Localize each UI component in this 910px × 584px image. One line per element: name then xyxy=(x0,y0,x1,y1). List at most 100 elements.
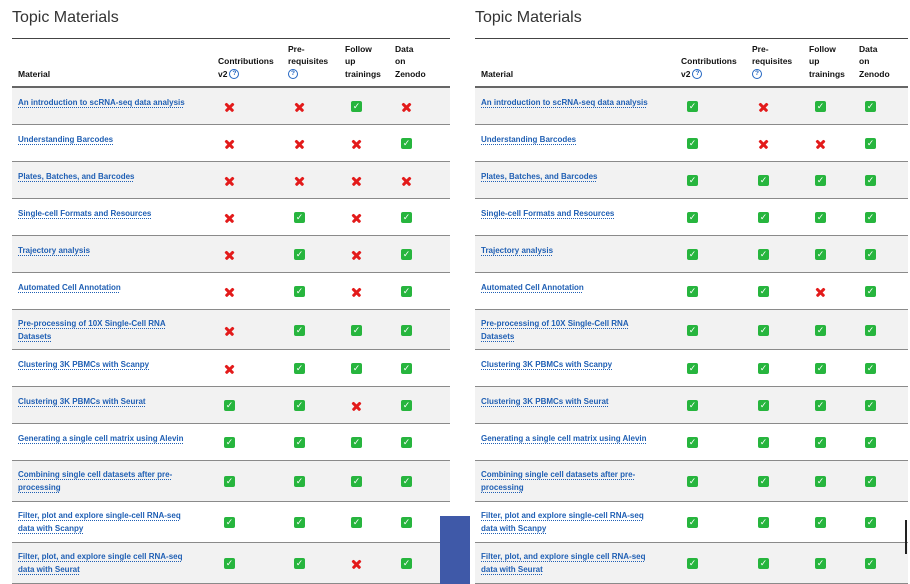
table-row: Generating a single cell matrix using Al… xyxy=(12,424,450,461)
header-data-on-zenodo-line: Data xyxy=(859,43,878,54)
material-link[interactable]: Filter, plot, and explore single cell RN… xyxy=(18,550,182,576)
material-link-line[interactable]: Datasets xyxy=(18,332,52,341)
material-link-line[interactable]: Combining single cell datasets after pre… xyxy=(18,470,173,479)
check-icon: ✓ xyxy=(401,400,412,411)
material-link[interactable]: An introduction to scRNA-seq data analys… xyxy=(18,96,185,109)
material-link-line[interactable]: Trajectory analysis xyxy=(18,246,91,255)
header-contributions-line: Contributions xyxy=(218,56,274,66)
material-link-line[interactable]: data with Seurat xyxy=(481,565,543,574)
material-link-line[interactable]: Filter, plot and explore single-cell RNA… xyxy=(481,511,644,520)
check-icon: ✓ xyxy=(224,558,235,569)
material-link-line[interactable]: data with Seurat xyxy=(18,565,80,574)
material-link[interactable]: Understanding Barcodes xyxy=(481,133,576,146)
material-link[interactable]: Combining single cell datasets after pre… xyxy=(481,468,635,494)
material-link-line[interactable]: Plates, Batches, and Barcodes xyxy=(481,172,598,181)
check-icon: ✓ xyxy=(865,175,876,186)
material-link-line[interactable]: Trajectory analysis xyxy=(481,246,554,255)
header-line-text: v2 xyxy=(681,68,691,79)
material-link-line[interactable]: Filter, plot, and explore single cell RN… xyxy=(481,552,646,561)
check-icon: ✓ xyxy=(351,363,362,374)
check-icon: ✓ xyxy=(815,175,826,186)
material-link[interactable]: Clustering 3K PBMCs with Seurat xyxy=(18,395,146,408)
material-link[interactable]: Pre-processing of 10X Single-Cell RNA Dat… xyxy=(18,317,166,343)
header-follow-up-trainings: Follow up trainings xyxy=(809,43,845,81)
material-link-line[interactable]: Combining single cell datasets after pre… xyxy=(481,470,636,479)
material-link-line[interactable]: Automated Cell Annotation xyxy=(481,283,584,292)
material-link[interactable]: Plates, Batches, and Barcodes xyxy=(481,170,598,183)
material-link-line[interactable]: Clustering 3K PBMCs with Scanpy xyxy=(18,360,150,369)
help-question-icon[interactable]: ? xyxy=(752,69,762,80)
check-icon: ✓ xyxy=(758,400,769,411)
check-icon: ✓ xyxy=(224,400,235,411)
table-row: Combining single cell datasets after pre… xyxy=(12,461,450,502)
check-icon: ✓ xyxy=(687,363,698,374)
check-icon: ✓ xyxy=(294,558,305,569)
material-link[interactable]: Trajectory analysis xyxy=(481,244,553,257)
material-link[interactable]: Single-cell Formats and Resources xyxy=(18,207,151,220)
material-link[interactable]: Filter, plot and explore single-cell RNA… xyxy=(18,509,181,535)
material-link-line[interactable]: Clustering 3K PBMCs with Scanpy xyxy=(481,360,613,369)
cross-icon xyxy=(401,101,412,112)
material-link[interactable]: Understanding Barcodes xyxy=(18,133,113,146)
material-link[interactable]: Combining single cell datasets after pre… xyxy=(18,468,172,494)
material-link-line[interactable]: Plates, Batches, and Barcodes xyxy=(18,172,135,181)
material-link[interactable]: Automated Cell Annotation xyxy=(18,281,121,294)
header-material: Material xyxy=(18,68,51,79)
material-link[interactable]: Trajectory analysis xyxy=(18,244,90,257)
help-question-icon[interactable]: ? xyxy=(288,69,298,80)
material-link-line[interactable]: Single-cell Formats and Resources xyxy=(18,209,152,218)
material-link-line[interactable]: processing xyxy=(481,483,524,492)
check-icon: ✓ xyxy=(815,400,826,411)
material-link[interactable]: Pre-processing of 10X Single-Cell RNA Dat… xyxy=(481,317,629,343)
table-row: Pre-processing of 10X Single-Cell RNA Dat… xyxy=(475,310,908,350)
material-link[interactable]: Clustering 3K PBMCs with Scanpy xyxy=(18,358,149,371)
check-icon: ✓ xyxy=(865,400,876,411)
check-icon: ✓ xyxy=(687,175,698,186)
material-link-line[interactable]: data with Scanpy xyxy=(18,524,84,533)
material-link-line[interactable]: Single-cell Formats and Resources xyxy=(481,209,615,218)
table-row: Understanding Barcodes ✓ ✓ xyxy=(475,125,908,162)
panel-title: Topic Materials xyxy=(475,9,582,26)
check-icon: ✓ xyxy=(687,400,698,411)
material-link-line[interactable]: Clustering 3K PBMCs with Seurat xyxy=(481,397,609,406)
material-link-line[interactable]: Pre-processing of 10X Single-Cell RNA xyxy=(18,319,166,328)
material-link-line[interactable]: Filter, plot, and explore single cell RN… xyxy=(18,552,183,561)
material-link[interactable]: Plates, Batches, and Barcodes xyxy=(18,170,135,183)
header-follow-up-trainings-line: Follow xyxy=(809,43,836,54)
check-icon: ✓ xyxy=(865,212,876,223)
material-link[interactable]: An introduction to scRNA-seq data analys… xyxy=(481,96,648,109)
table-row: Single-cell Formats and Resources ✓ ✓ xyxy=(12,199,450,236)
material-link-line[interactable]: Automated Cell Annotation xyxy=(18,283,121,292)
material-link-line[interactable]: Generating a single cell matrix using Al… xyxy=(18,434,184,443)
material-link-line[interactable]: Pre-processing of 10X Single-Cell RNA xyxy=(481,319,629,328)
material-link[interactable]: Clustering 3K PBMCs with Seurat xyxy=(481,395,609,408)
cross-icon xyxy=(224,286,235,297)
material-link-line[interactable]: Filter, plot and explore single-cell RNA… xyxy=(18,511,181,520)
material-link-line[interactable]: Understanding Barcodes xyxy=(18,135,114,144)
help-question-icon[interactable]: ? xyxy=(229,69,240,80)
material-link-line[interactable]: Understanding Barcodes xyxy=(481,135,577,144)
material-link[interactable]: Generating a single cell matrix using Al… xyxy=(481,432,647,445)
material-link-line[interactable]: An introduction to scRNA-seq data analys… xyxy=(481,98,648,107)
material-link[interactable]: Filter, plot and explore single-cell RNA… xyxy=(481,509,644,535)
material-link[interactable]: Filter, plot, and explore single cell RN… xyxy=(481,550,645,576)
check-icon: ✓ xyxy=(294,517,305,528)
check-icon: ✓ xyxy=(758,558,769,569)
material-link[interactable]: Automated Cell Annotation xyxy=(481,281,584,294)
header-follow-up-trainings-line: up xyxy=(345,56,356,66)
header-follow-up-trainings: Follow up trainings xyxy=(345,43,381,81)
check-icon: ✓ xyxy=(687,138,698,149)
material-link-line[interactable]: An introduction to scRNA-seq data analys… xyxy=(18,98,185,107)
material-link[interactable]: Generating a single cell matrix using Al… xyxy=(18,432,184,445)
material-link-line[interactable]: data with Scanpy xyxy=(481,524,547,533)
material-link-line[interactable]: Generating a single cell matrix using Al… xyxy=(481,434,647,443)
check-icon: ✓ xyxy=(865,138,876,149)
material-link[interactable]: Clustering 3K PBMCs with Scanpy xyxy=(481,358,612,371)
material-link-line[interactable]: processing xyxy=(18,483,61,492)
material-link[interactable]: Single-cell Formats and Resources xyxy=(481,207,614,220)
check-icon: ✓ xyxy=(687,476,698,487)
cross-icon xyxy=(224,363,235,374)
help-question-icon[interactable]: ? xyxy=(692,69,703,80)
material-link-line[interactable]: Clustering 3K PBMCs with Seurat xyxy=(18,397,146,406)
material-link-line[interactable]: Datasets xyxy=(481,332,515,341)
